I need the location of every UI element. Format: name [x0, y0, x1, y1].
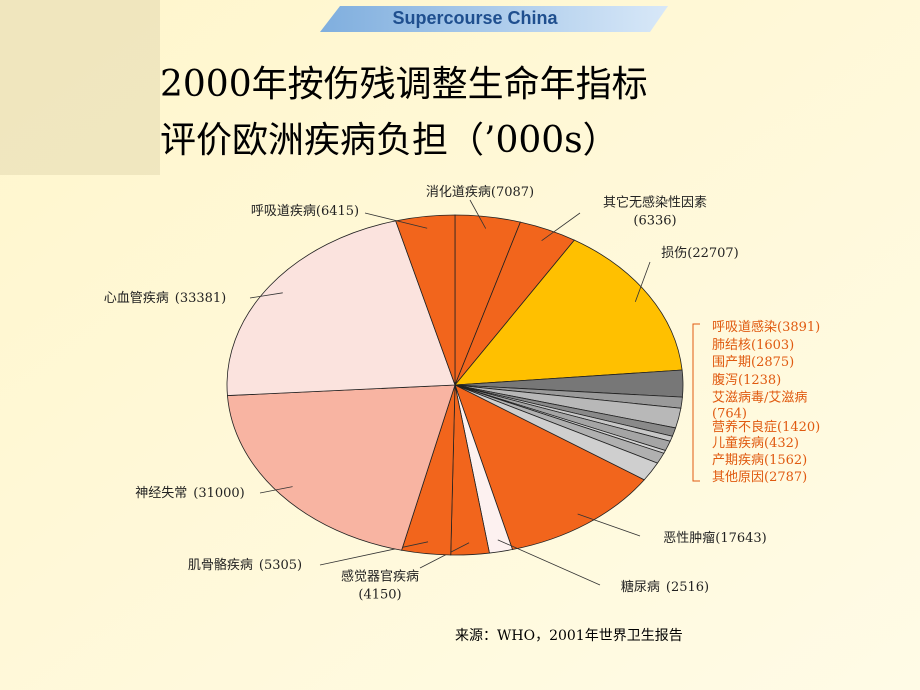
leader-line [541, 212, 581, 242]
slice-label: 围产期 [712, 355, 751, 370]
value-label: (1420) [777, 420, 820, 435]
title-line: 2000年按伤残调整生命年指标 [160, 64, 648, 105]
value-label: (6415) [316, 204, 359, 219]
value-label: (17643) [715, 531, 767, 546]
slice-label-group: 营养不良症(1420) [712, 419, 820, 435]
slice-label: 营养不良症 [712, 419, 777, 435]
slice-label: 损伤 [661, 246, 687, 261]
value-label: (22707) [687, 246, 739, 261]
slice-label: 产期疾病 [712, 453, 764, 468]
slice-label-group: 肌骨骼疾病 (5305) [188, 557, 302, 573]
leader-line [634, 261, 651, 302]
slice-label-group: 儿童疾病(432) [712, 435, 799, 451]
slice-label: 糖尿病 [621, 579, 660, 595]
value-label: (4150) [358, 588, 401, 603]
value-label: (5305) [259, 558, 302, 573]
pie-slice [227, 384, 456, 551]
slice-label: 感觉器官疾病 [341, 569, 419, 585]
slice-label: 其它无感染性因素 [603, 195, 707, 211]
source: 来源：WHO，2001年世界卫生报告 [455, 628, 683, 644]
pie-slice [226, 220, 456, 397]
slice-label: 肺结核 [712, 338, 751, 353]
title-line: 评价欧洲疾病负担（’000s） [160, 120, 619, 161]
value-label: (1603) [751, 338, 794, 353]
slice-label-group: 腹泻(1238) [712, 372, 781, 388]
slice-label: 恶性肿瘤 [663, 530, 715, 546]
leader-line [364, 212, 428, 229]
leader-line [497, 539, 601, 586]
slice-label: 儿童疾病 [712, 435, 764, 451]
slice-label-group: 糖尿病 (2516) [621, 579, 709, 595]
value-label: (1238) [738, 373, 781, 388]
value-label: (432) [764, 436, 799, 451]
value-label: (2875) [751, 355, 794, 370]
slice-label: 其他原因 [712, 470, 764, 485]
pie-slice [454, 384, 645, 550]
value-label: (2787) [764, 470, 807, 485]
value-label: (2516) [666, 580, 709, 595]
slice-label: 消化道疾病 [426, 185, 491, 200]
slice-label: 艾滋病毒/艾滋病 [712, 391, 807, 406]
value-label: (33381) [175, 291, 227, 306]
slice-label: 神经失常 [135, 486, 187, 501]
slice-label: 呼吸道感染 [712, 319, 777, 335]
pie-slice [454, 239, 683, 386]
slice-label-group: 损伤(22707) [661, 246, 739, 261]
slice-label-group: 恶性肿瘤(17643) [663, 530, 767, 546]
slice-label-group: 消化道疾病(7087) [426, 185, 534, 200]
header: Supercourse China [392, 8, 558, 28]
value-label: (3891) [777, 320, 820, 335]
value-label: (764) [712, 407, 747, 422]
value-label: (7087) [491, 185, 534, 200]
leader-line [249, 292, 283, 299]
slice-label-group: 呼吸道感染(3891) [712, 319, 820, 335]
slice-label-group: 围产期(2875) [712, 355, 794, 370]
bracket [692, 323, 700, 482]
slice-label-group: 产期疾病(1562) [712, 453, 807, 468]
slice-label-group: 心血管疾病 (33381) [104, 291, 227, 306]
slice-label-group: 肺结核(1603) [712, 338, 794, 353]
leader-line [259, 486, 293, 494]
slice-label: 腹泻 [712, 372, 738, 388]
leader-line [419, 542, 470, 569]
value-label: (1562) [764, 453, 807, 468]
leader-line [319, 541, 429, 566]
leader-line [469, 199, 487, 229]
slice-label-group: 呼吸道疾病(6415) [251, 204, 359, 219]
slice-label-group: 神经失常 (31000) [135, 486, 245, 501]
slice-label: 肌骨骼疾病 [188, 557, 253, 573]
header-band [320, 6, 668, 32]
value-label: (31000) [193, 486, 245, 501]
leader-line [577, 513, 641, 537]
slice-label-group: 其他原因(2787) [712, 470, 807, 485]
photo [0, 0, 160, 175]
slice-label: 呼吸道疾病 [251, 204, 316, 219]
slice-label: 心血管疾病 [104, 291, 169, 306]
value-label: (6336) [633, 214, 676, 229]
